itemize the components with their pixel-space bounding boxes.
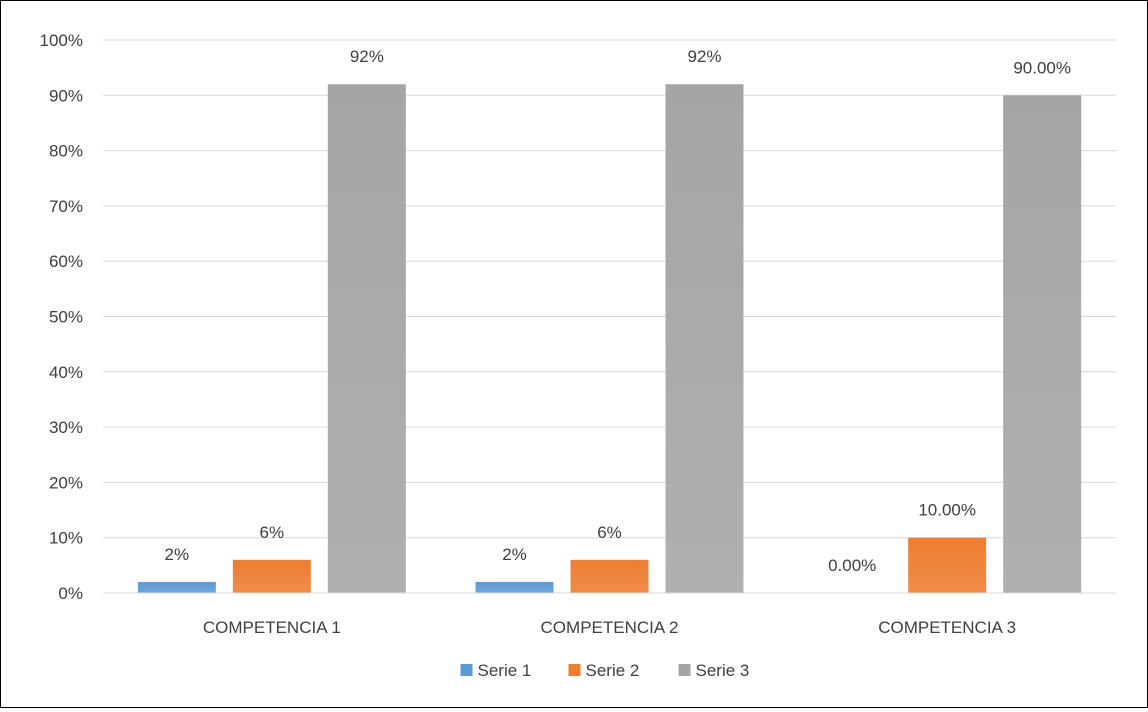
data-label: 2% <box>502 545 527 564</box>
y-tick-label: 100% <box>40 31 83 50</box>
y-tick-label: 70% <box>49 197 83 216</box>
data-label: 2% <box>165 545 190 564</box>
legend-label: Serie 3 <box>696 661 750 680</box>
y-tick-label: 80% <box>49 142 83 161</box>
bar <box>908 537 987 593</box>
data-labels: 2% 6% 92% 2% 6% 92% 0.00% 10.00% 90.00% <box>165 47 1071 575</box>
legend-swatch <box>678 664 691 676</box>
legend-swatch <box>460 664 473 676</box>
y-axis-ticks: 0% 10% 20% 30% 40% 50% 60% 70% 80% 90% 100% <box>40 31 83 603</box>
bar <box>137 581 216 593</box>
x-axis: COMPETENCIA 1 COMPETENCIA 2 COMPETENCIA 3 <box>103 592 1116 637</box>
bar <box>327 84 406 594</box>
bar <box>232 559 311 593</box>
data-label: 92% <box>350 47 384 66</box>
y-tick-label: 40% <box>49 363 83 382</box>
y-tick-label: 90% <box>49 86 83 105</box>
bars <box>137 84 1082 594</box>
legend-swatch <box>568 664 581 676</box>
y-tick-label: 10% <box>49 529 83 548</box>
bar <box>665 84 744 594</box>
x-tick-label: COMPETENCIA 1 <box>203 618 341 637</box>
data-label: 90.00% <box>1013 58 1071 77</box>
y-tick-label: 60% <box>49 252 83 271</box>
legend-label: Serie 1 <box>478 661 532 680</box>
data-label: 10.00% <box>918 501 976 520</box>
bar <box>1003 95 1082 594</box>
data-label: 0.00% <box>828 556 876 575</box>
y-tick-label: 30% <box>49 418 83 437</box>
bar <box>570 559 649 593</box>
bar <box>475 581 554 593</box>
x-tick-label: COMPETENCIA 2 <box>541 618 679 637</box>
data-label: 6% <box>597 523 622 542</box>
data-label: 92% <box>687 47 721 66</box>
y-tick-label: 0% <box>58 584 83 603</box>
x-tick-label: COMPETENCIA 3 <box>878 618 1016 637</box>
legend-label: Serie 2 <box>586 661 640 680</box>
y-tick-label: 20% <box>49 473 83 492</box>
grid-lines <box>103 39 1116 594</box>
data-label: 6% <box>260 523 285 542</box>
y-tick-label: 50% <box>49 308 83 327</box>
legend: Serie 1 Serie 2 Serie 3 <box>460 661 750 680</box>
